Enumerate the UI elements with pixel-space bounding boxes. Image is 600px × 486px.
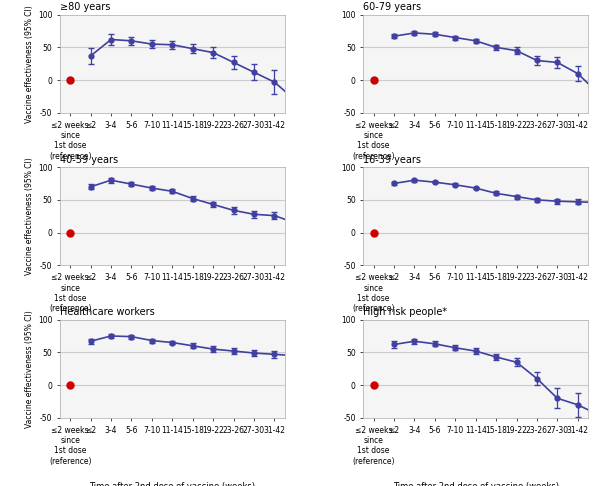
X-axis label: Time after 2nd dose of vaccine (weeks): Time after 2nd dose of vaccine (weeks) [392,483,559,486]
Y-axis label: Vaccine effectiveness (95% CI): Vaccine effectiveness (95% CI) [25,5,34,122]
Text: ≥80 years: ≥80 years [60,2,110,13]
Text: 60-79 years: 60-79 years [364,2,421,13]
Text: 40-59 years: 40-59 years [60,155,118,165]
Text: 16-39 years: 16-39 years [364,155,421,165]
X-axis label: Time after 2nd dose of vaccine (weeks): Time after 2nd dose of vaccine (weeks) [89,483,256,486]
Y-axis label: Vaccine effectiveness (95% CI): Vaccine effectiveness (95% CI) [25,157,34,275]
Text: High risk people*: High risk people* [364,308,448,317]
Text: Healthcare workers: Healthcare workers [60,308,155,317]
Y-axis label: Vaccine effectiveness (95% CI): Vaccine effectiveness (95% CI) [25,310,34,428]
